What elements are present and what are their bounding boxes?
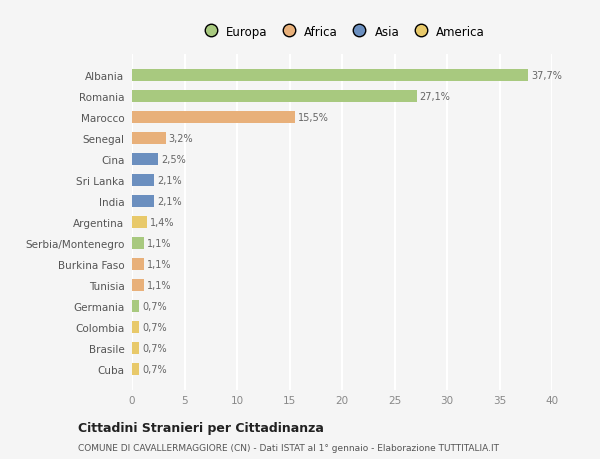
Text: 1,4%: 1,4% (150, 218, 175, 228)
Text: 0,7%: 0,7% (143, 343, 167, 353)
Text: Cittadini Stranieri per Cittadinanza: Cittadini Stranieri per Cittadinanza (78, 421, 324, 434)
Bar (132, 91, 416, 103)
Bar (132, 342, 139, 354)
Text: 1,1%: 1,1% (146, 239, 171, 248)
Text: 0,7%: 0,7% (143, 364, 167, 374)
Text: 0,7%: 0,7% (143, 302, 167, 311)
Text: 2,1%: 2,1% (157, 197, 182, 207)
Bar (132, 175, 154, 186)
Bar (132, 322, 139, 333)
Bar (132, 70, 528, 82)
Bar (132, 259, 143, 270)
Bar (132, 133, 166, 145)
Text: 15,5%: 15,5% (298, 113, 329, 123)
Text: 37,7%: 37,7% (531, 71, 562, 81)
Text: 3,2%: 3,2% (169, 134, 193, 144)
Bar (132, 217, 146, 229)
Text: 0,7%: 0,7% (143, 322, 167, 332)
Text: 2,5%: 2,5% (161, 155, 186, 165)
Text: 2,1%: 2,1% (157, 176, 182, 186)
Bar (132, 364, 139, 375)
Bar (132, 280, 143, 291)
Bar (132, 301, 139, 312)
Text: 1,1%: 1,1% (146, 280, 171, 291)
Text: 1,1%: 1,1% (146, 259, 171, 269)
Text: COMUNE DI CAVALLERMAGGIORE (CN) - Dati ISTAT al 1° gennaio - Elaborazione TUTTIT: COMUNE DI CAVALLERMAGGIORE (CN) - Dati I… (78, 443, 499, 452)
Bar (132, 112, 295, 123)
Bar (132, 154, 158, 166)
Text: 27,1%: 27,1% (420, 92, 451, 102)
Bar (132, 238, 143, 249)
Bar (132, 196, 154, 207)
Legend: Europa, Africa, Asia, America: Europa, Africa, Asia, America (194, 21, 490, 43)
